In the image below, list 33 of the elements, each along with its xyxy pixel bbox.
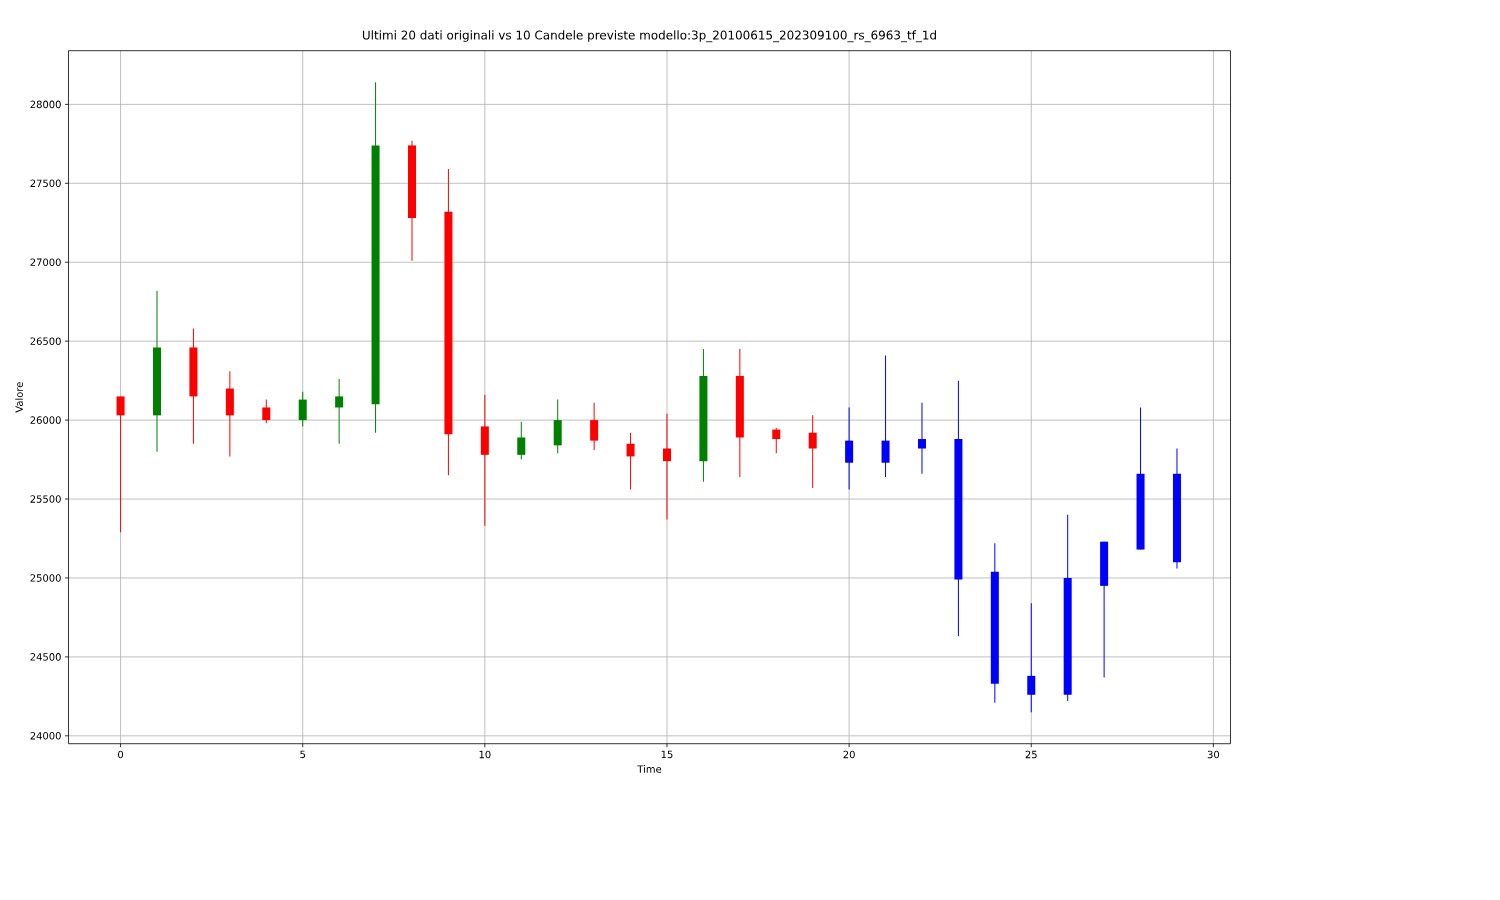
x-tick-label: 5 [300, 750, 306, 759]
candlestick [917, 402, 926, 475]
candlestick [1027, 602, 1036, 713]
x-tick-label: 20 [843, 750, 855, 759]
y-tick-label: 25000 [30, 574, 61, 582]
candlestick [772, 427, 781, 454]
y-tick-label: 27000 [30, 258, 61, 266]
candlestick [517, 421, 526, 461]
candlestick [881, 354, 890, 478]
y-tick-label: 27500 [30, 179, 61, 188]
candlestick [116, 395, 125, 533]
x-tick-label: 0 [118, 750, 124, 759]
candlestick [626, 432, 635, 491]
candlestick [845, 406, 854, 491]
candlestick [662, 413, 671, 521]
candlestick [298, 391, 307, 427]
candlestick [590, 402, 599, 451]
y-tick-label: 26000 [30, 416, 61, 424]
x-tick-label: 30 [1207, 750, 1220, 759]
y-tick-label: 25500 [30, 495, 61, 503]
candlestick [808, 414, 817, 489]
candlestick [335, 378, 344, 445]
y-tick-label: 24000 [30, 732, 61, 740]
y-axis-title: Valore [15, 382, 23, 413]
x-tick-label: 10 [479, 750, 491, 759]
x-axis-title: Time [637, 765, 662, 773]
chart-title: Ultimi 20 dati originali vs 10 Candele previste modello:3p_20100615_202309100_rs_6963_tf_1d [362, 30, 936, 43]
candlestick [262, 399, 271, 424]
y-tick-label: 26500 [30, 337, 61, 345]
x-tick-label: 15 [661, 750, 673, 759]
x-tick-label: 25 [1025, 750, 1037, 759]
y-tick-label: 24500 [30, 653, 61, 661]
y-tick-label: 28000 [30, 100, 61, 109]
